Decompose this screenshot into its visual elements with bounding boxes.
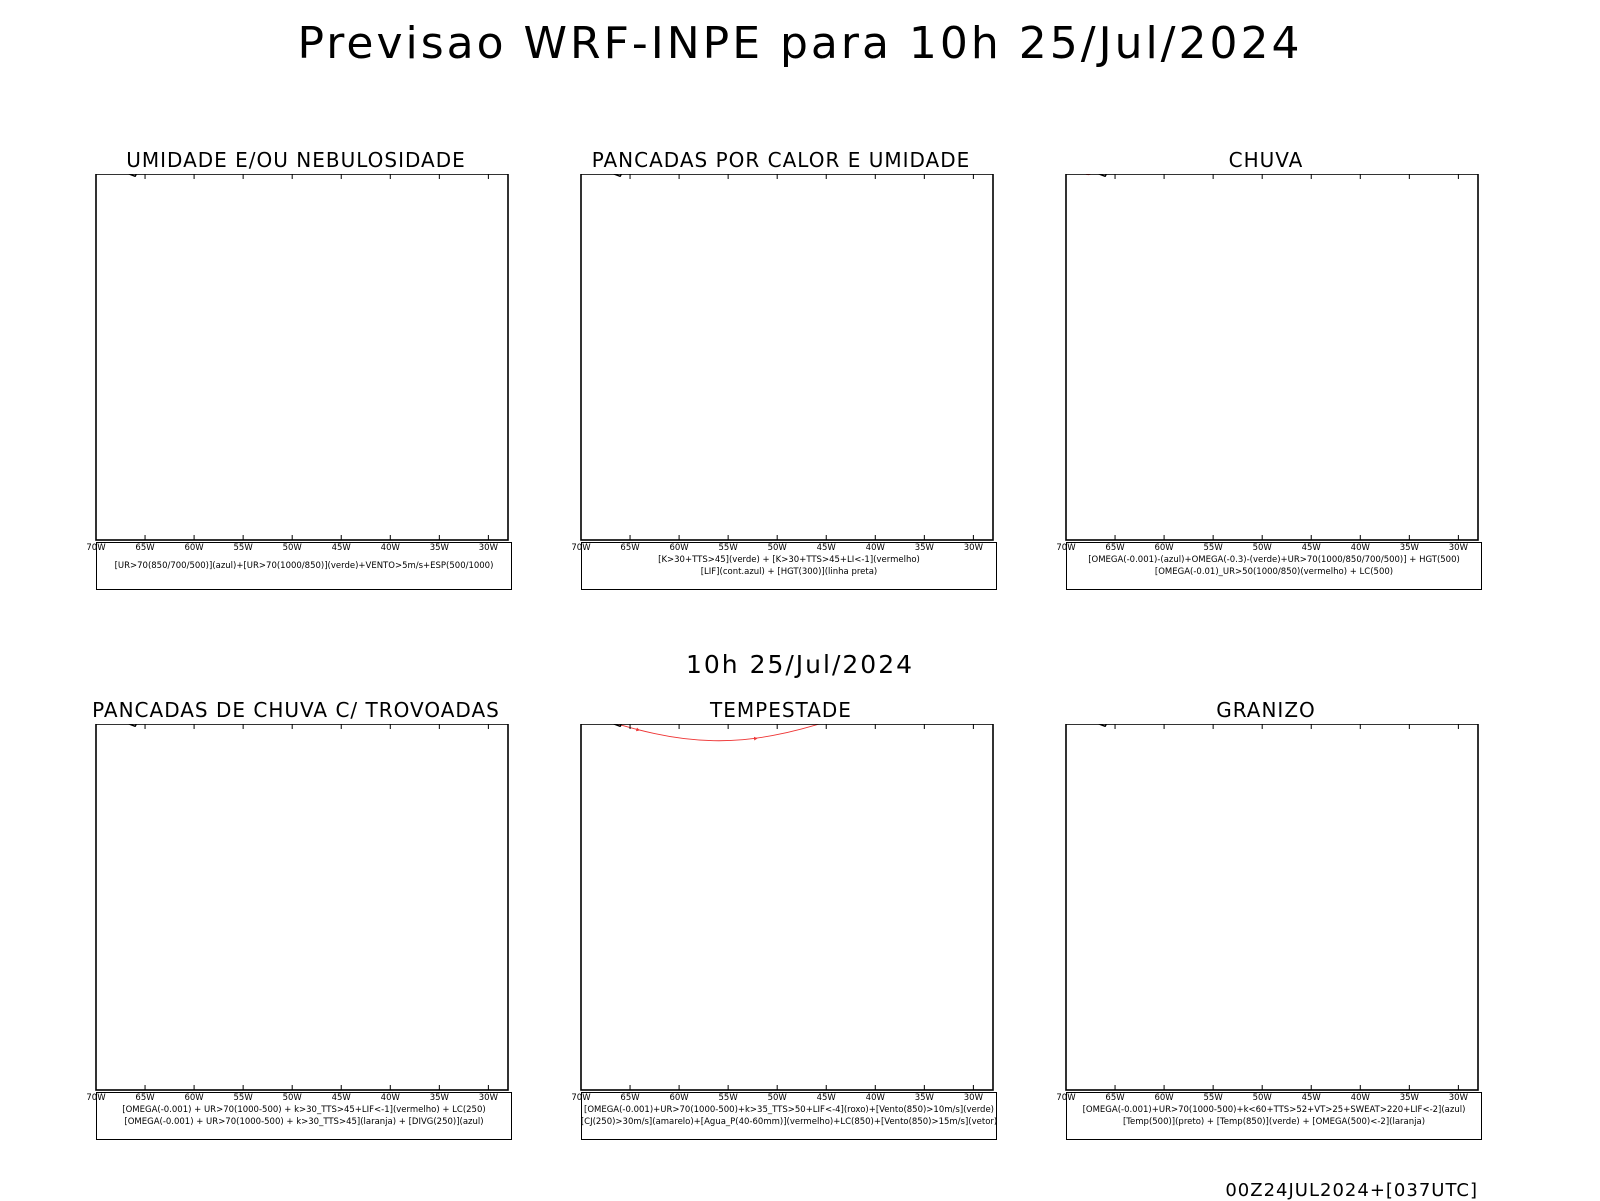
- legend-line: [UR>70(850/700/500)](azul)+[UR>70(1000/8…: [114, 561, 494, 571]
- lon-tick-label: 30W: [479, 543, 499, 553]
- lon-tick-label: 30W: [1449, 543, 1469, 553]
- map-base: [581, 174, 993, 540]
- lon-tick-label: 30W: [964, 543, 984, 553]
- legend-line: [K>30+TTS>45](verde) + [K>30+TTS>45+LI<-…: [658, 555, 920, 565]
- lon-tick-label: 45W: [1302, 1093, 1322, 1103]
- lon-tick-label: 50W: [1253, 1093, 1273, 1103]
- lon-tick-label: 40W: [1351, 1093, 1371, 1103]
- lon-tick-label: 65W: [135, 1093, 155, 1103]
- lon-tick-label: 35W: [430, 1093, 450, 1103]
- legend-line: [OMEGA(-0.001)+UR>70(1000-500)+k<60+TTS>…: [1082, 1105, 1466, 1115]
- lon-tick-label: 55W: [234, 1093, 254, 1103]
- lon-tick-label: 45W: [817, 1093, 837, 1103]
- lon-tick-label: 30W: [479, 1093, 499, 1103]
- legend-line: [CJ(250)>30m/s](amarelo)+[Agua_P(40-60mm…: [580, 1117, 998, 1127]
- lon-tick-label: 30W: [964, 1093, 984, 1103]
- panel-granizo: GRANIZO 1212-18-1512-18-1812-1512-1212S1…: [1046, 698, 1486, 1178]
- lon-tick-label: 65W: [1105, 1093, 1125, 1103]
- lon-tick-label: 55W: [719, 1093, 739, 1103]
- map-base: [581, 724, 993, 1090]
- map-base: [1066, 724, 1478, 1090]
- panel-trovoadas: PANCADAS DE CHUVA C/ TROVOADAS 12S15S18S…: [76, 698, 516, 1178]
- lon-tick-label: 60W: [184, 543, 204, 553]
- map-trovoadas: 12S15S18S21S24S27S30S33S36S39S42S70W65W6…: [86, 724, 509, 1103]
- lon-tick-label: 55W: [1204, 1093, 1224, 1103]
- legend-line: [OMEGA(-0.01)_UR>50(1000/850)(vermelho) …: [1154, 567, 1394, 577]
- lon-tick-label: 35W: [915, 543, 935, 553]
- panel-legend: [OMEGA(-0.001)+UR>70(1000-500)+k<60+TTS>…: [1066, 1092, 1482, 1140]
- lon-tick-label: 30W: [1449, 1093, 1469, 1103]
- sub-title: 10h 25/Jul/2024: [685, 650, 915, 679]
- panel-legend: [OMEGA(-0.001) + UR>70(1000-500) + k>30_…: [96, 1092, 512, 1140]
- map-tempestade: 12S15S18S21S24S27S30S33S36S39S42S70W65W6…: [571, 724, 994, 1103]
- panel-legend: [K>30+TTS>45](verde) + [K>30+TTS>45+LI<-…: [581, 542, 997, 590]
- lon-tick-label: 60W: [184, 1093, 204, 1103]
- lon-tick-label: 35W: [915, 1093, 935, 1103]
- lon-tick-label: 65W: [620, 543, 640, 553]
- panel-legend: [UR>70(850/700/500)](azul)+[UR>70(1000/8…: [96, 542, 512, 590]
- lon-tick-label: 50W: [768, 543, 788, 553]
- lon-tick-label: 35W: [430, 543, 450, 553]
- lon-tick-label: 45W: [332, 1093, 352, 1103]
- map-pancadas-calor: 9680956096009520944095009520952094409380…: [571, 174, 994, 553]
- lon-tick-label: 60W: [1154, 1093, 1174, 1103]
- lon-tick-label: 40W: [1351, 543, 1371, 553]
- lon-tick-label: 60W: [669, 543, 689, 553]
- lon-tick-label: 45W: [817, 543, 837, 553]
- map-frame: 12S15S18S21S24S27S30S33S36S39S42S70W65W6…: [1056, 174, 1479, 553]
- lon-tick-label: 35W: [1400, 543, 1420, 553]
- legend-line: [Temp(500)](preto) + [Temp(850)](verde) …: [1122, 1117, 1426, 1127]
- map-base: [96, 174, 508, 540]
- map-chuva: 5885855885825795765735705675645615585825…: [1056, 174, 1479, 553]
- panel-title: PANCADAS POR CALOR E UMIDADE: [591, 148, 971, 172]
- lon-tick-label: 50W: [768, 1093, 788, 1103]
- panel-legend: [OMEGA(-0.001)+UR>70(1000-500)+k>35_TTS>…: [581, 1092, 997, 1140]
- lon-tick-label: 60W: [1154, 543, 1174, 553]
- legend-line: [LIF](cont.azul) + [HGT(300)](linha pret…: [700, 567, 878, 577]
- lon-tick-label: 65W: [1105, 543, 1125, 553]
- panel-title: UMIDADE E/OU NEBULOSIDADE: [126, 148, 466, 172]
- legend-line: [OMEGA(-0.001)+UR>70(1000-500)+k>35_TTS>…: [584, 1105, 994, 1115]
- lon-tick-label: 40W: [866, 543, 886, 553]
- lon-tick-label: 40W: [381, 1093, 401, 1103]
- map-base: [96, 724, 508, 1090]
- lon-tick-label: 35W: [1400, 1093, 1420, 1103]
- lon-tick-label: 65W: [620, 1093, 640, 1103]
- panel-pancadas-calor: PANCADAS POR CALOR E UMIDADE 96809560960…: [561, 148, 1001, 628]
- panel-chuva: CHUVA 5885855885825795765735705675645615…: [1046, 148, 1486, 628]
- lon-tick-label: 55W: [719, 543, 739, 553]
- panel-umidade: UMIDADE E/OU NEBULOSIDADE 10201024102010…: [76, 148, 516, 628]
- lon-tick-label: 45W: [1302, 543, 1322, 553]
- lon-tick-label: 65W: [135, 543, 155, 553]
- lon-tick-label: 40W: [381, 543, 401, 553]
- main-title: Previsao WRF-INPE para 10h 25/Jul/2024: [297, 18, 1303, 69]
- lon-tick-label: 55W: [234, 543, 254, 553]
- run-timestamp: 00Z24JUL2024+[037UTC]: [1225, 1180, 1478, 1201]
- lon-tick-label: 55W: [1204, 543, 1224, 553]
- panel-title: PANCADAS DE CHUVA C/ TROVOADAS: [92, 698, 500, 722]
- lon-tick-label: 50W: [1253, 543, 1273, 553]
- map-granizo: 1212-18-1512-18-1812-1512-1212S15S18S21S…: [1056, 724, 1479, 1103]
- panel-title: TEMPESTADE: [710, 698, 852, 722]
- map-base: [1066, 174, 1478, 540]
- lon-tick-label: 40W: [866, 1093, 886, 1103]
- panel-title: CHUVA: [1228, 148, 1304, 172]
- lon-tick-label: 50W: [283, 543, 303, 553]
- panel-title: GRANIZO: [1216, 698, 1316, 722]
- legend-line: [OMEGA(-0.001) + UR>70(1000-500) + k>30_…: [124, 1117, 484, 1127]
- map-umidade: 1020102410201016102010121016100801610201…: [86, 174, 509, 553]
- lon-tick-label: 60W: [669, 1093, 689, 1103]
- panel-legend: [OMEGA(-0.001)-(azul)+OMEGA(-0.3)-(verde…: [1066, 542, 1482, 590]
- legend-line: [OMEGA(-0.001) + UR>70(1000-500) + k>30_…: [122, 1105, 486, 1115]
- lon-tick-label: 45W: [332, 543, 352, 553]
- legend-line: [OMEGA(-0.001)-(azul)+OMEGA(-0.3)-(verde…: [1088, 555, 1460, 565]
- lon-tick-label: 50W: [283, 1093, 303, 1103]
- panel-tempestade: TEMPESTADE 12S15S18S21S24S27S30S33S36S39…: [561, 698, 1001, 1178]
